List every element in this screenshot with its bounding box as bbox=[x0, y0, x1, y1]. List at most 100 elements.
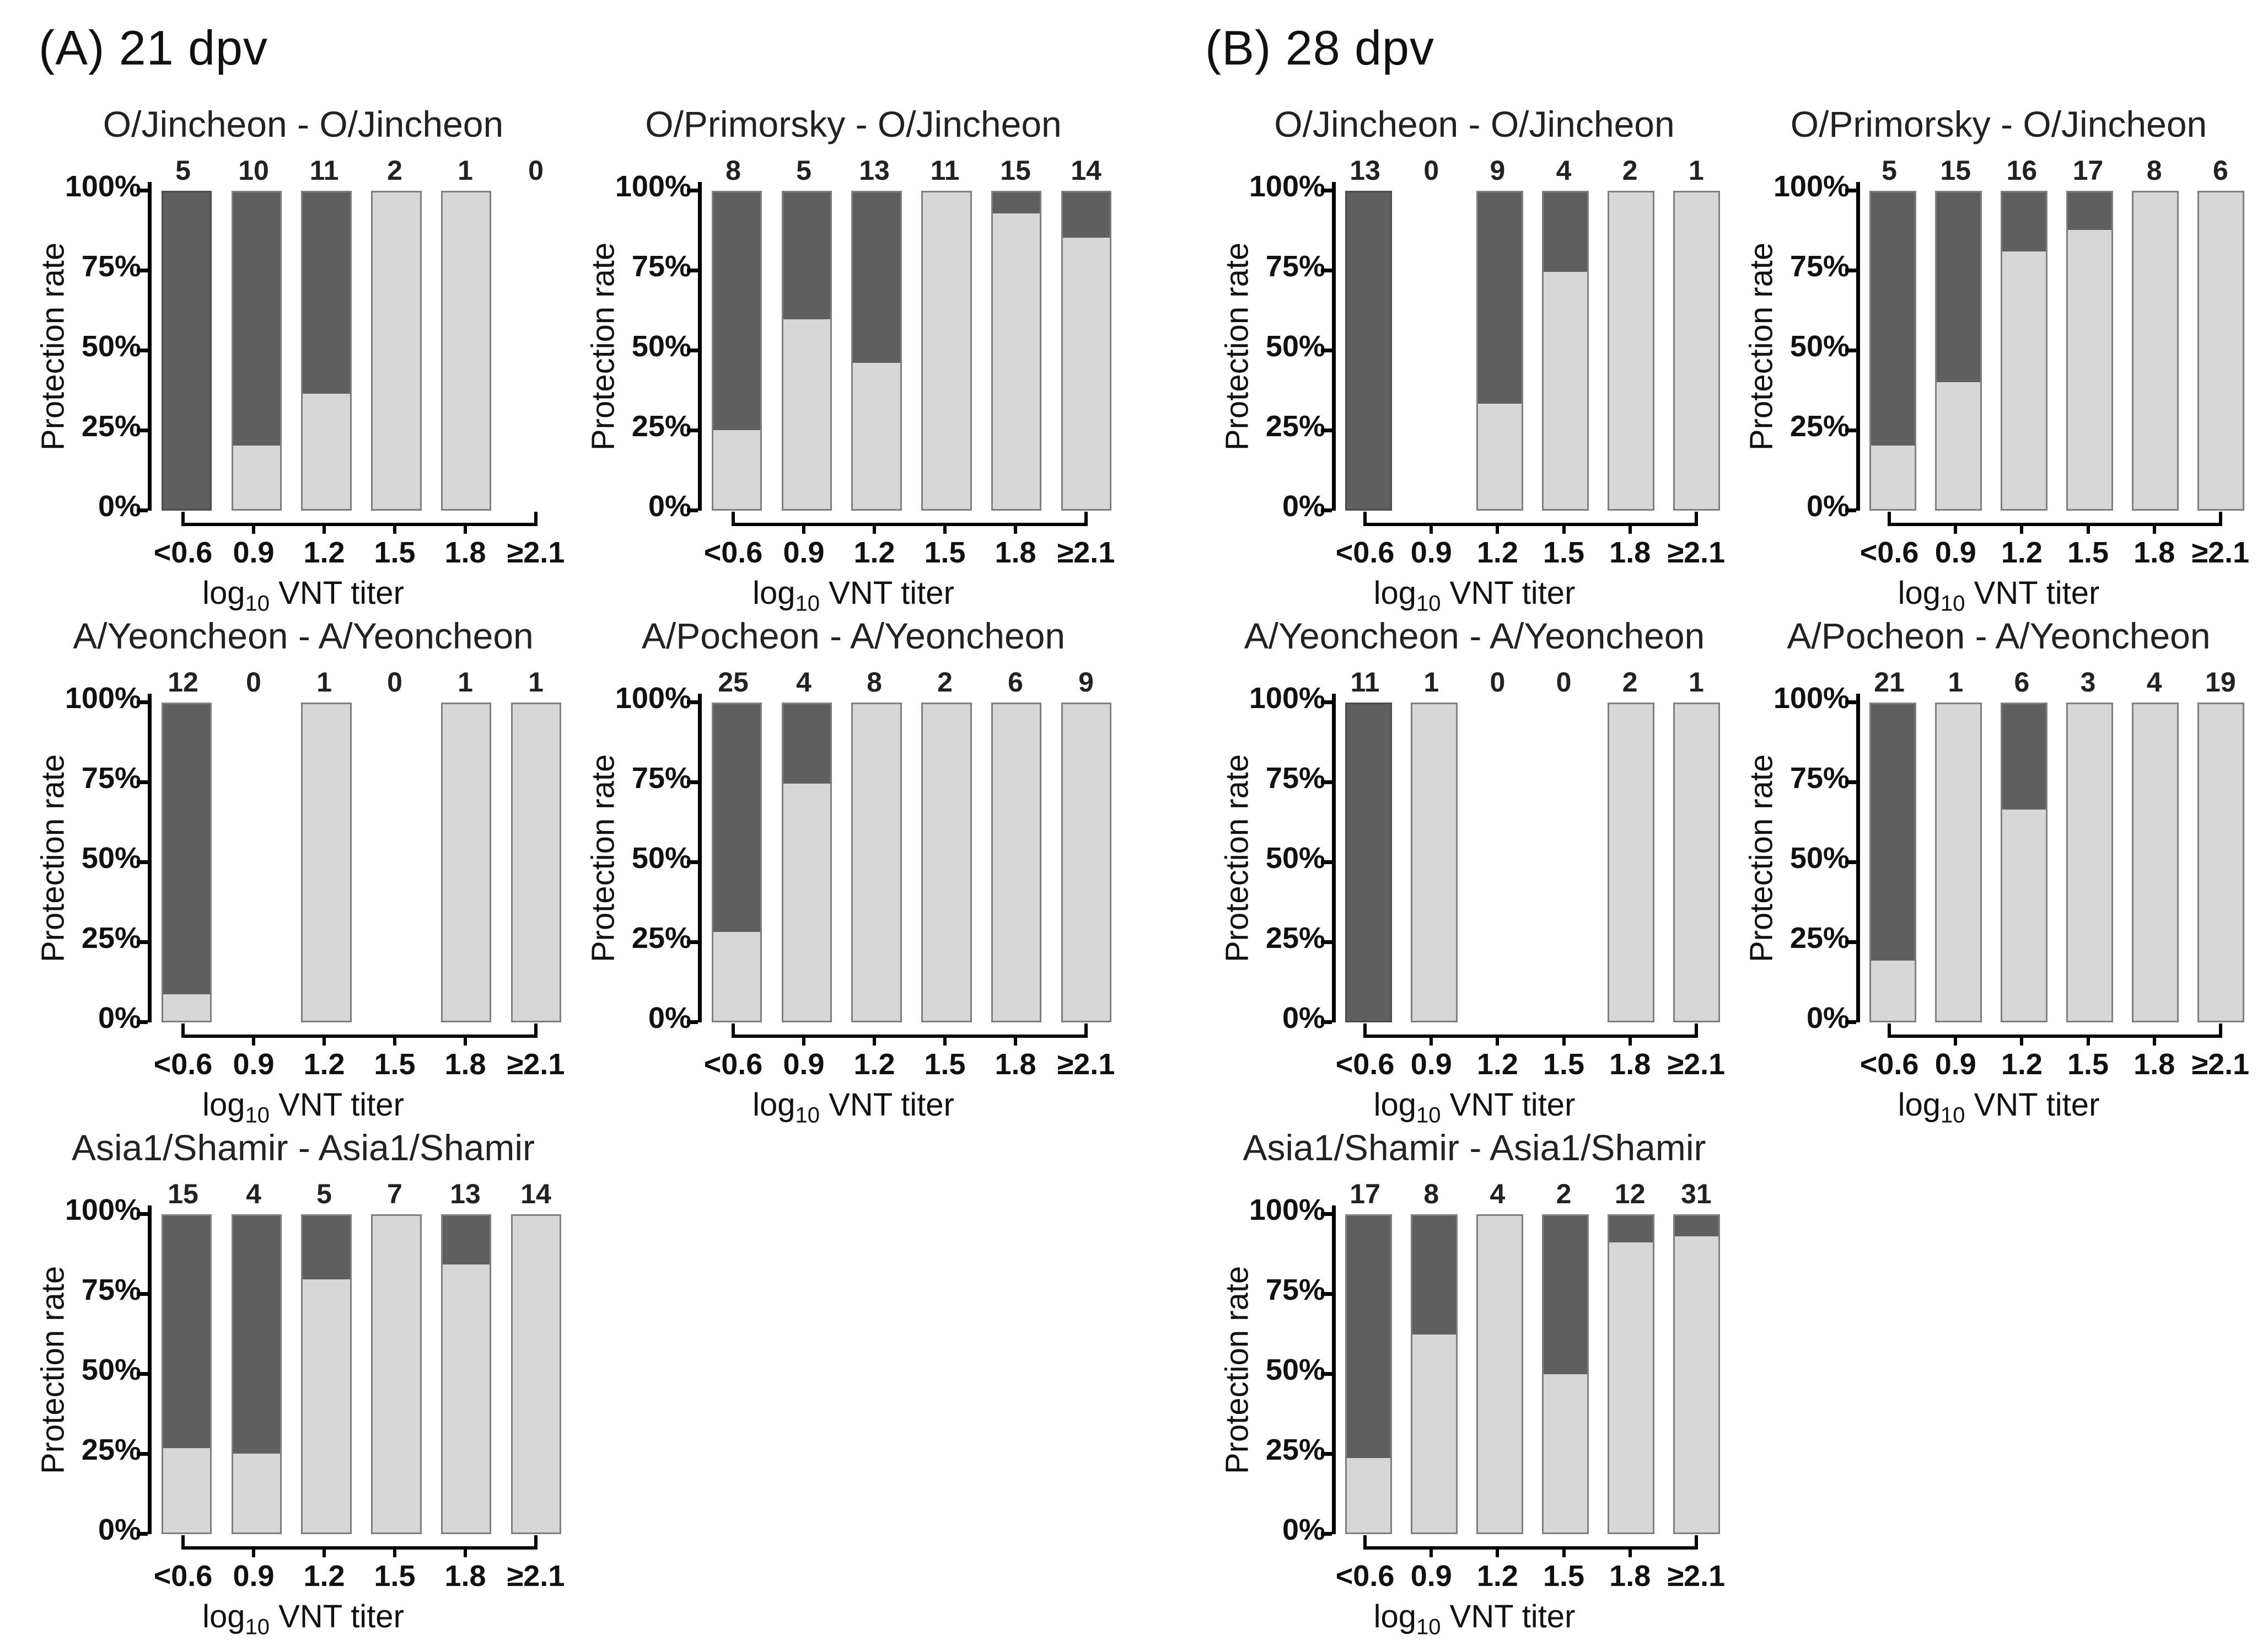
y-tick-labels: 0% 25% 50% 75% 100% bbox=[65, 1193, 148, 1546]
x-axis-line bbox=[1889, 1035, 2221, 1038]
bar-slot bbox=[431, 703, 501, 1022]
x-tick-mark bbox=[464, 526, 467, 534]
x-tick-label: 1.5 bbox=[374, 536, 416, 569]
x-tick-label: 1.5 bbox=[1543, 536, 1585, 569]
bar-count: 2 bbox=[1622, 667, 1638, 698]
y-tick-mark bbox=[1845, 1020, 1856, 1024]
y-tick-mark bbox=[1321, 860, 1332, 864]
bar-slot bbox=[501, 1214, 571, 1534]
x-tick-mark bbox=[2020, 1038, 2024, 1046]
bar-count: 3 bbox=[2080, 667, 2096, 698]
bar-slot bbox=[2188, 703, 2254, 1022]
y-tick-label: 50% bbox=[1789, 842, 1850, 875]
y-axis-title: Protection rate bbox=[585, 242, 621, 451]
x-tick-mark bbox=[2152, 1038, 2156, 1046]
chart-title: O/Primorsky - O/Jincheon bbox=[645, 104, 1062, 144]
y-tick-label: 75% bbox=[631, 762, 691, 795]
stacked-bar-chart: Asia1/Shamir - Asia1/Shamir Protection r… bbox=[1219, 1126, 1744, 1639]
bar-slot bbox=[1336, 1214, 1401, 1534]
plot-area bbox=[137, 182, 571, 512]
x-tick-label: 1.2 bbox=[2001, 536, 2043, 569]
x-tick-label: <0.6 bbox=[703, 536, 763, 569]
bar-slot bbox=[1598, 703, 1664, 1022]
bar-count: 1 bbox=[1948, 667, 1964, 698]
bar-count: 8 bbox=[1423, 1178, 1439, 1209]
bar-slot bbox=[152, 191, 222, 511]
y-tick-label: 75% bbox=[1789, 762, 1850, 795]
x-tick-mark bbox=[252, 1550, 255, 1557]
y-tick-label: 100% bbox=[1773, 682, 1850, 715]
bar-slot bbox=[2057, 703, 2122, 1022]
stacked-bar bbox=[1934, 191, 1982, 511]
stacked-bar bbox=[1476, 191, 1524, 511]
bar-slot bbox=[1664, 191, 1729, 511]
bar-count: 15 bbox=[168, 1178, 198, 1209]
x-axis-title: log10 VNT titer bbox=[753, 1087, 954, 1128]
y-tick-label: 75% bbox=[631, 250, 691, 283]
x-tick-label: 0.9 bbox=[1934, 1048, 1976, 1081]
bar-slot bbox=[362, 1214, 432, 1534]
x-tick-mark bbox=[393, 1038, 396, 1046]
bar-slot bbox=[702, 703, 772, 1022]
y-tick-label: 75% bbox=[1789, 250, 1850, 283]
x-tick-labels: <0.6 0.9 1.2 1.5 1.8 ≥2.1 bbox=[1332, 536, 1729, 569]
bar-count: 31 bbox=[1681, 1178, 1712, 1209]
x-tick-mark bbox=[393, 526, 396, 534]
y-axis-title-column: Protection rate bbox=[585, 153, 621, 569]
bar-count: 17 bbox=[1350, 1178, 1380, 1209]
x-tick-labels: <0.6 0.9 1.2 1.5 1.8 ≥2.1 bbox=[148, 1048, 571, 1081]
x-tick-mark bbox=[1954, 526, 1958, 534]
protected-segment bbox=[713, 430, 761, 509]
stacked-bar bbox=[991, 703, 1042, 1022]
y-tick-label: 100% bbox=[1249, 682, 1325, 715]
y-tick-mark bbox=[137, 1452, 148, 1456]
y-tick-label: 0% bbox=[98, 1001, 141, 1035]
x-tick-label: ≥2.1 bbox=[1667, 1559, 1726, 1593]
x-axis bbox=[1332, 511, 1729, 536]
unprotected-segment bbox=[713, 192, 761, 430]
unprotected-segment bbox=[1674, 1216, 1719, 1237]
x-tick-labels: <0.6 0.9 1.2 1.5 1.8 ≥2.1 bbox=[698, 536, 1121, 569]
bar-count: 4 bbox=[1490, 1178, 1506, 1209]
bar-count-labels: 12 0 1 0 1 1 bbox=[148, 665, 571, 703]
unprotected-segment bbox=[443, 1216, 490, 1265]
plot-area bbox=[1321, 182, 1729, 512]
plot-column: 21 1 6 3 4 19 <0.6 0.9 1.2 1.5 1.8 ≥2.1 bbox=[1845, 665, 2254, 1081]
bar-count: 7 bbox=[387, 1178, 402, 1209]
x-tick-mark bbox=[2020, 526, 2024, 534]
bar-count-labels: 5 15 16 17 8 6 bbox=[1856, 153, 2254, 191]
x-tick-label: 1.2 bbox=[303, 536, 345, 569]
stacked-bar-chart: O/Primorsky - O/Jincheon Protection rate… bbox=[1744, 103, 2268, 616]
stacked-bar bbox=[371, 1214, 422, 1534]
y-tick-label: 50% bbox=[1265, 330, 1325, 363]
bar-slot bbox=[1401, 1214, 1467, 1534]
x-axis-line bbox=[1365, 1035, 1696, 1038]
y-tick-label: 25% bbox=[631, 410, 691, 443]
bar-count: 21 bbox=[1874, 667, 1905, 698]
unprotected-segment bbox=[993, 192, 1040, 214]
bar-slot bbox=[362, 191, 432, 511]
y-tick-mark bbox=[687, 1020, 698, 1024]
x-tick-mark bbox=[1496, 1550, 1500, 1557]
protected-segment bbox=[443, 192, 490, 509]
x-tick-mark bbox=[1562, 1038, 1566, 1046]
bar-count: 2 bbox=[387, 155, 402, 186]
x-axis-title: log10 VNT titer bbox=[1373, 1087, 1576, 1128]
bar-count: 4 bbox=[1556, 155, 1572, 186]
plot-column: 11 1 0 0 2 1 <0.6 0.9 1.2 1.5 1.8 ≥2.1 bbox=[1321, 665, 1729, 1081]
protected-segment bbox=[1062, 238, 1110, 509]
x-tick-label: ≥2.1 bbox=[507, 1048, 565, 1081]
stacked-bar-chart: Asia1/Shamir - Asia1/Shamir Protection r… bbox=[35, 1126, 585, 1639]
x-tick-mark bbox=[1628, 1038, 1632, 1046]
x-tick-label: 1.8 bbox=[995, 536, 1036, 569]
y-tick-mark bbox=[1321, 349, 1332, 352]
stacked-bar bbox=[851, 191, 902, 511]
y-axis-title: Protection rate bbox=[1219, 754, 1255, 962]
x-tick-label: 0.9 bbox=[1934, 536, 1976, 569]
stacked-bar bbox=[2066, 191, 2114, 511]
x-tick-label: <0.6 bbox=[1335, 1048, 1395, 1081]
unprotected-segment bbox=[853, 192, 900, 363]
x-axis-end-tick bbox=[2218, 512, 2222, 526]
y-tick-labels: 0% 25% 50% 75% 100% bbox=[1249, 1193, 1332, 1546]
bar-slot bbox=[292, 703, 362, 1022]
